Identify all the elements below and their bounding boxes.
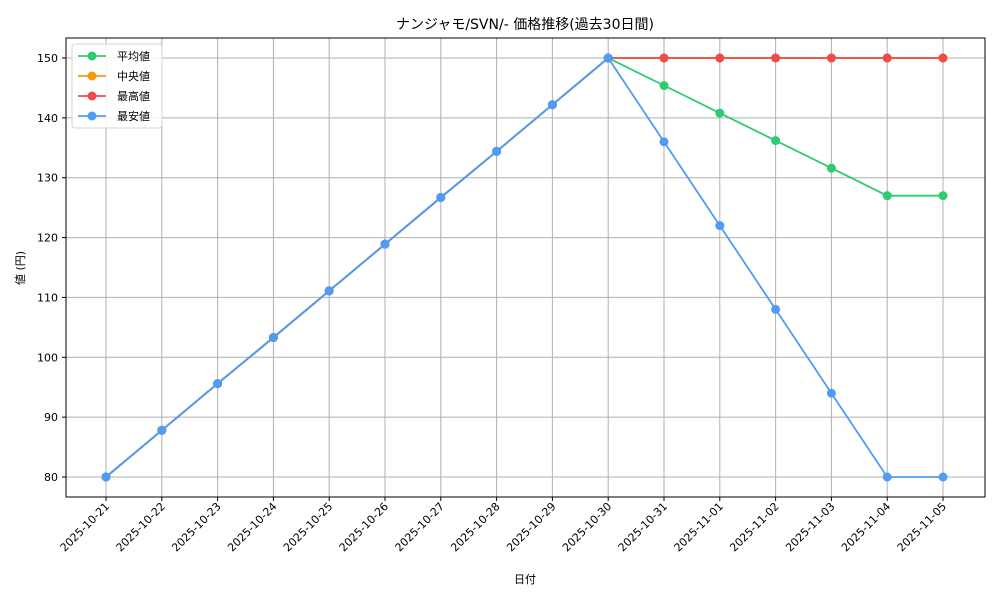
y-tick-label: 140 <box>37 112 58 125</box>
data-point <box>380 239 390 249</box>
legend-label: 平均値 <box>117 50 150 63</box>
data-point <box>659 81 669 91</box>
data-point <box>938 472 948 482</box>
data-point <box>268 333 278 343</box>
data-point <box>771 136 781 146</box>
y-axis-label: 値 (円) <box>14 251 27 285</box>
data-point <box>157 425 167 435</box>
legend-label: 中央値 <box>117 70 150 83</box>
x-tick-label: 2025-11-02 <box>727 500 781 554</box>
data-point <box>882 191 892 201</box>
plot-frame <box>65 37 986 498</box>
x-tick-label: 2025-10-26 <box>337 500 391 554</box>
data-point <box>938 191 948 201</box>
data-point <box>715 221 725 231</box>
x-tick-label: 2025-10-27 <box>393 500 447 554</box>
legend-label: 最安値 <box>117 109 150 123</box>
x-tick-label: 2025-11-04 <box>839 500 893 554</box>
x-tick-label: 2025-10-24 <box>225 500 279 554</box>
data-point <box>826 163 836 173</box>
y-tick-label: 130 <box>37 172 58 185</box>
x-axis-label: 日付 <box>514 573 536 586</box>
x-tick-label: 2025-10-28 <box>448 500 502 554</box>
data-point <box>938 53 948 63</box>
legend-label: 最高値 <box>117 89 150 103</box>
data-point <box>659 53 669 63</box>
series-line <box>105 57 943 478</box>
series-3 <box>101 53 948 482</box>
y-tick-label: 150 <box>37 52 58 65</box>
data-series <box>101 53 948 482</box>
data-point <box>101 472 111 482</box>
x-tick-label: 2025-10-31 <box>616 500 670 554</box>
data-point <box>715 108 725 118</box>
y-tick-label: 100 <box>37 351 58 364</box>
legend-marker-icon <box>87 111 97 121</box>
legend-box <box>71 43 163 129</box>
data-point <box>547 100 557 110</box>
y-tick-label: 120 <box>37 232 58 245</box>
y-tick-label: 90 <box>44 411 58 424</box>
data-point <box>771 304 781 314</box>
x-tick-label: 2025-11-01 <box>672 500 726 554</box>
y-tick-label: 110 <box>37 291 58 304</box>
legend-marker-icon <box>87 91 97 101</box>
data-point <box>771 53 781 63</box>
data-point <box>213 379 223 389</box>
series-line <box>105 56 943 478</box>
data-point <box>492 146 502 156</box>
x-tick-label: 2025-10-21 <box>58 500 112 554</box>
y-axis-ticks: 80 90 100 110 120 130 140 150 <box>37 52 66 484</box>
x-tick-label: 2025-10-23 <box>169 500 223 554</box>
legend-marker-icon <box>87 51 97 61</box>
data-point <box>659 137 669 147</box>
data-point <box>826 388 836 398</box>
grid-lines <box>66 38 985 497</box>
data-point <box>882 472 892 482</box>
data-point <box>436 192 446 202</box>
x-tick-label: 2025-10-22 <box>114 500 168 554</box>
series-line <box>105 57 943 478</box>
data-point <box>826 53 836 63</box>
data-point <box>324 286 334 296</box>
data-point <box>715 53 725 63</box>
y-tick-label: 80 <box>44 471 58 484</box>
x-tick-label: 2025-11-03 <box>783 500 837 554</box>
data-point <box>603 53 613 63</box>
data-point <box>882 53 892 63</box>
x-tick-label: 2025-10-30 <box>560 500 614 554</box>
x-axis-ticks: 2025-10-21 2025-10-22 2025-10-23 2025-10-24… <box>58 497 949 554</box>
series-line <box>105 56 943 478</box>
x-tick-label: 2025-10-29 <box>504 500 558 554</box>
legend-marker-icon <box>87 71 97 81</box>
x-tick-label: 2025-10-25 <box>281 500 335 554</box>
x-tick-label: 2025-11-05 <box>895 500 949 554</box>
chart-title: ナンジャモ/SVN/- 価格推移(過去30日間) <box>396 17 654 33</box>
